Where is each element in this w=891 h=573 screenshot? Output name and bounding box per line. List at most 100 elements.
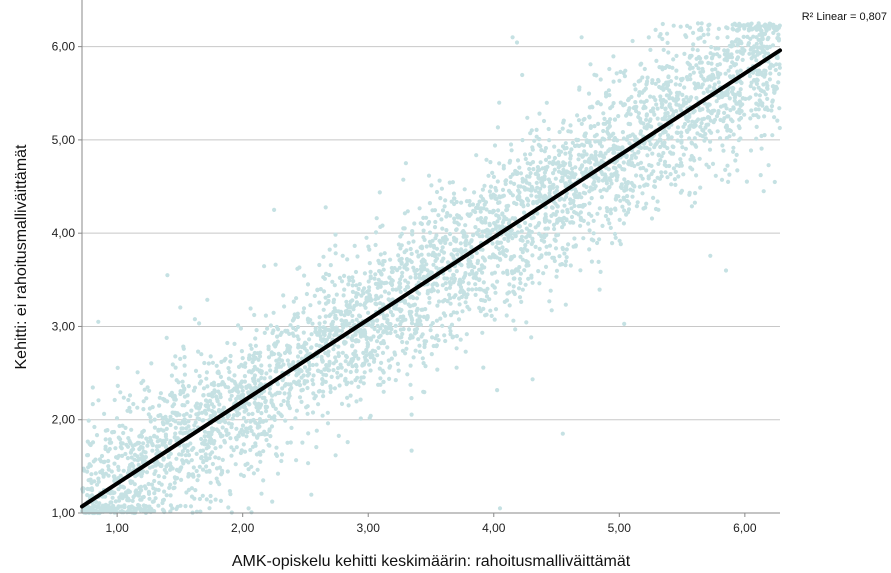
scatter-point xyxy=(692,200,698,205)
scatter-point xyxy=(430,208,435,213)
scatter-point xyxy=(272,417,277,422)
scatter-point xyxy=(253,396,258,401)
scatter-point xyxy=(761,82,766,87)
scatter-point xyxy=(675,138,680,143)
scatter-point xyxy=(259,411,264,416)
scatter-point xyxy=(632,82,637,87)
scatter-point xyxy=(543,146,549,151)
scatter-point xyxy=(688,72,693,78)
scatter-point xyxy=(497,100,502,105)
scatter-point xyxy=(193,403,198,409)
scatter-point xyxy=(748,116,753,121)
scatter-point xyxy=(458,249,463,254)
scatter-point xyxy=(617,217,622,222)
scatter-point xyxy=(440,283,445,288)
scatter-point xyxy=(431,343,436,349)
scatter-point xyxy=(748,95,753,100)
scatter-point xyxy=(273,262,278,267)
scatter-point xyxy=(419,269,424,274)
scatter-point-outlier xyxy=(560,431,565,436)
scatter-point xyxy=(563,141,568,146)
scatter-point xyxy=(291,325,296,331)
scatter-point xyxy=(212,390,217,395)
scatter-point xyxy=(295,314,300,320)
scatter-point xyxy=(447,231,453,237)
scatter-point xyxy=(612,231,618,237)
scatter-point xyxy=(728,117,734,122)
scatter-point xyxy=(168,438,173,444)
scatter-point xyxy=(493,223,498,228)
scatter-point xyxy=(566,175,571,180)
scatter-point xyxy=(564,247,569,252)
scatter-point xyxy=(511,290,516,295)
scatter-point xyxy=(757,98,762,103)
scatter-point xyxy=(699,121,704,126)
scatter-point xyxy=(191,446,196,451)
scatter-point xyxy=(675,93,680,98)
scatter-point xyxy=(504,231,509,236)
scatter-point xyxy=(280,386,285,391)
scatter-point xyxy=(773,67,778,73)
scatter-point xyxy=(341,293,346,298)
scatter-point xyxy=(630,188,636,193)
scatter-point xyxy=(598,269,603,274)
scatter-point xyxy=(414,249,419,254)
scatter-point xyxy=(169,373,174,378)
scatter-point xyxy=(301,330,306,335)
scatter-point xyxy=(399,256,404,261)
scatter-point xyxy=(378,376,383,381)
scatter-point xyxy=(544,244,549,249)
scatter-point xyxy=(410,232,415,237)
scatter-point xyxy=(681,172,686,177)
scatter-point xyxy=(695,131,700,136)
scatter-point xyxy=(615,147,620,152)
scatter-point xyxy=(321,307,326,312)
scatter-point xyxy=(99,453,105,459)
scatter-point xyxy=(558,262,563,267)
scatter-point xyxy=(663,99,668,104)
scatter-point xyxy=(504,313,509,318)
scatter-point xyxy=(575,113,580,118)
scatter-point xyxy=(674,75,679,80)
scatter-point xyxy=(713,173,718,178)
scatter-point xyxy=(550,184,555,189)
scatter-point xyxy=(669,182,674,187)
scatter-point xyxy=(210,360,215,365)
scatter-point xyxy=(529,193,534,198)
scatter-point xyxy=(271,328,276,333)
scatter-point xyxy=(572,236,577,241)
scatter-point xyxy=(448,301,453,306)
scatter-point xyxy=(593,150,598,155)
scatter-point xyxy=(295,354,301,359)
scatter-point xyxy=(728,64,733,70)
scatter-point xyxy=(242,374,247,379)
scatter-point xyxy=(296,342,301,347)
scatter-point xyxy=(257,417,262,422)
scatter-point xyxy=(433,219,438,225)
scatter-point xyxy=(402,250,407,255)
scatter-point xyxy=(309,492,314,497)
scatter-point xyxy=(259,363,264,368)
scatter-point xyxy=(510,172,515,177)
scatter-point xyxy=(336,366,341,371)
scatter-point xyxy=(333,243,338,248)
scatter-point xyxy=(473,292,478,297)
scatter-point xyxy=(302,273,307,278)
scatter-point xyxy=(461,249,466,254)
scatter-point xyxy=(309,332,314,337)
scatter-point xyxy=(443,338,448,344)
scatter-point xyxy=(759,133,764,139)
scatter-point xyxy=(131,463,136,469)
scatter-point xyxy=(696,81,701,86)
scatter-point xyxy=(406,280,411,285)
scatter-point xyxy=(152,425,157,430)
scatter-point xyxy=(422,339,427,344)
scatter-point xyxy=(481,365,486,370)
scatter-point xyxy=(106,458,111,464)
scatter-point xyxy=(537,111,542,116)
scatter-point xyxy=(487,223,492,228)
scatter-point xyxy=(762,114,767,119)
scatter-point xyxy=(197,416,202,422)
scatter-point xyxy=(487,189,492,194)
scatter-point xyxy=(646,35,651,40)
